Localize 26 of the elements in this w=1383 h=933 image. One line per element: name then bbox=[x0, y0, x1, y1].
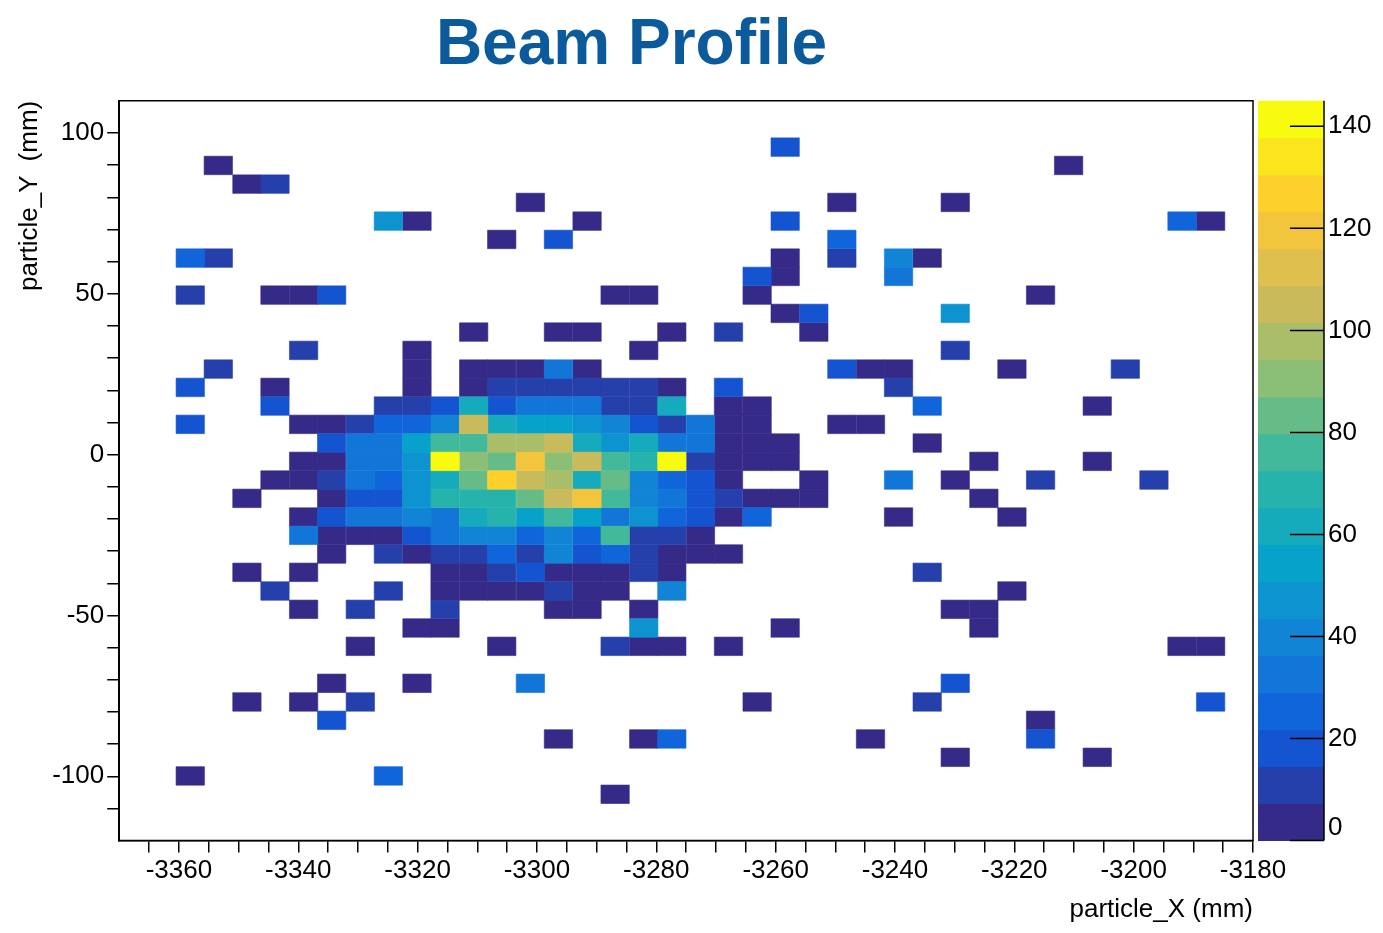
x-tick-label: -3200 bbox=[1100, 854, 1167, 885]
color-bar-label: 80 bbox=[1328, 415, 1357, 446]
color-bar-label: 140 bbox=[1328, 109, 1372, 140]
y-tick-label: 0 bbox=[89, 437, 105, 468]
x-tick-label: -3220 bbox=[981, 854, 1048, 885]
x-tick-label: -3320 bbox=[384, 854, 451, 885]
color-bar-label: 60 bbox=[1328, 517, 1357, 548]
color-bar-label: 100 bbox=[1328, 313, 1372, 344]
y-tick-label: 50 bbox=[75, 276, 105, 307]
x-tick-label: -3280 bbox=[623, 854, 690, 885]
color-bar-label: 40 bbox=[1328, 619, 1357, 650]
x-tick-label: -3300 bbox=[503, 854, 571, 885]
chart-title: Beam Profile bbox=[435, 6, 828, 79]
x-tick-label: -3180 bbox=[1219, 854, 1287, 885]
x-tick-label: -3240 bbox=[861, 854, 929, 885]
x-tick-label: -3340 bbox=[265, 854, 332, 885]
y-tick-label: -100 bbox=[52, 759, 105, 790]
x-tick-label: -3360 bbox=[145, 854, 213, 885]
y-tick-label: -50 bbox=[66, 598, 105, 629]
color-bar-label: 0 bbox=[1328, 810, 1343, 841]
y-tick-label: 100 bbox=[60, 116, 105, 147]
x-tick-label: -3260 bbox=[742, 854, 809, 885]
y-axis-title: particle_Y (mm) bbox=[12, 100, 43, 292]
x-axis-title: particle_X (mm) bbox=[1069, 892, 1253, 923]
color-bar-label: 20 bbox=[1328, 721, 1357, 752]
color-bar-label: 120 bbox=[1328, 211, 1372, 242]
